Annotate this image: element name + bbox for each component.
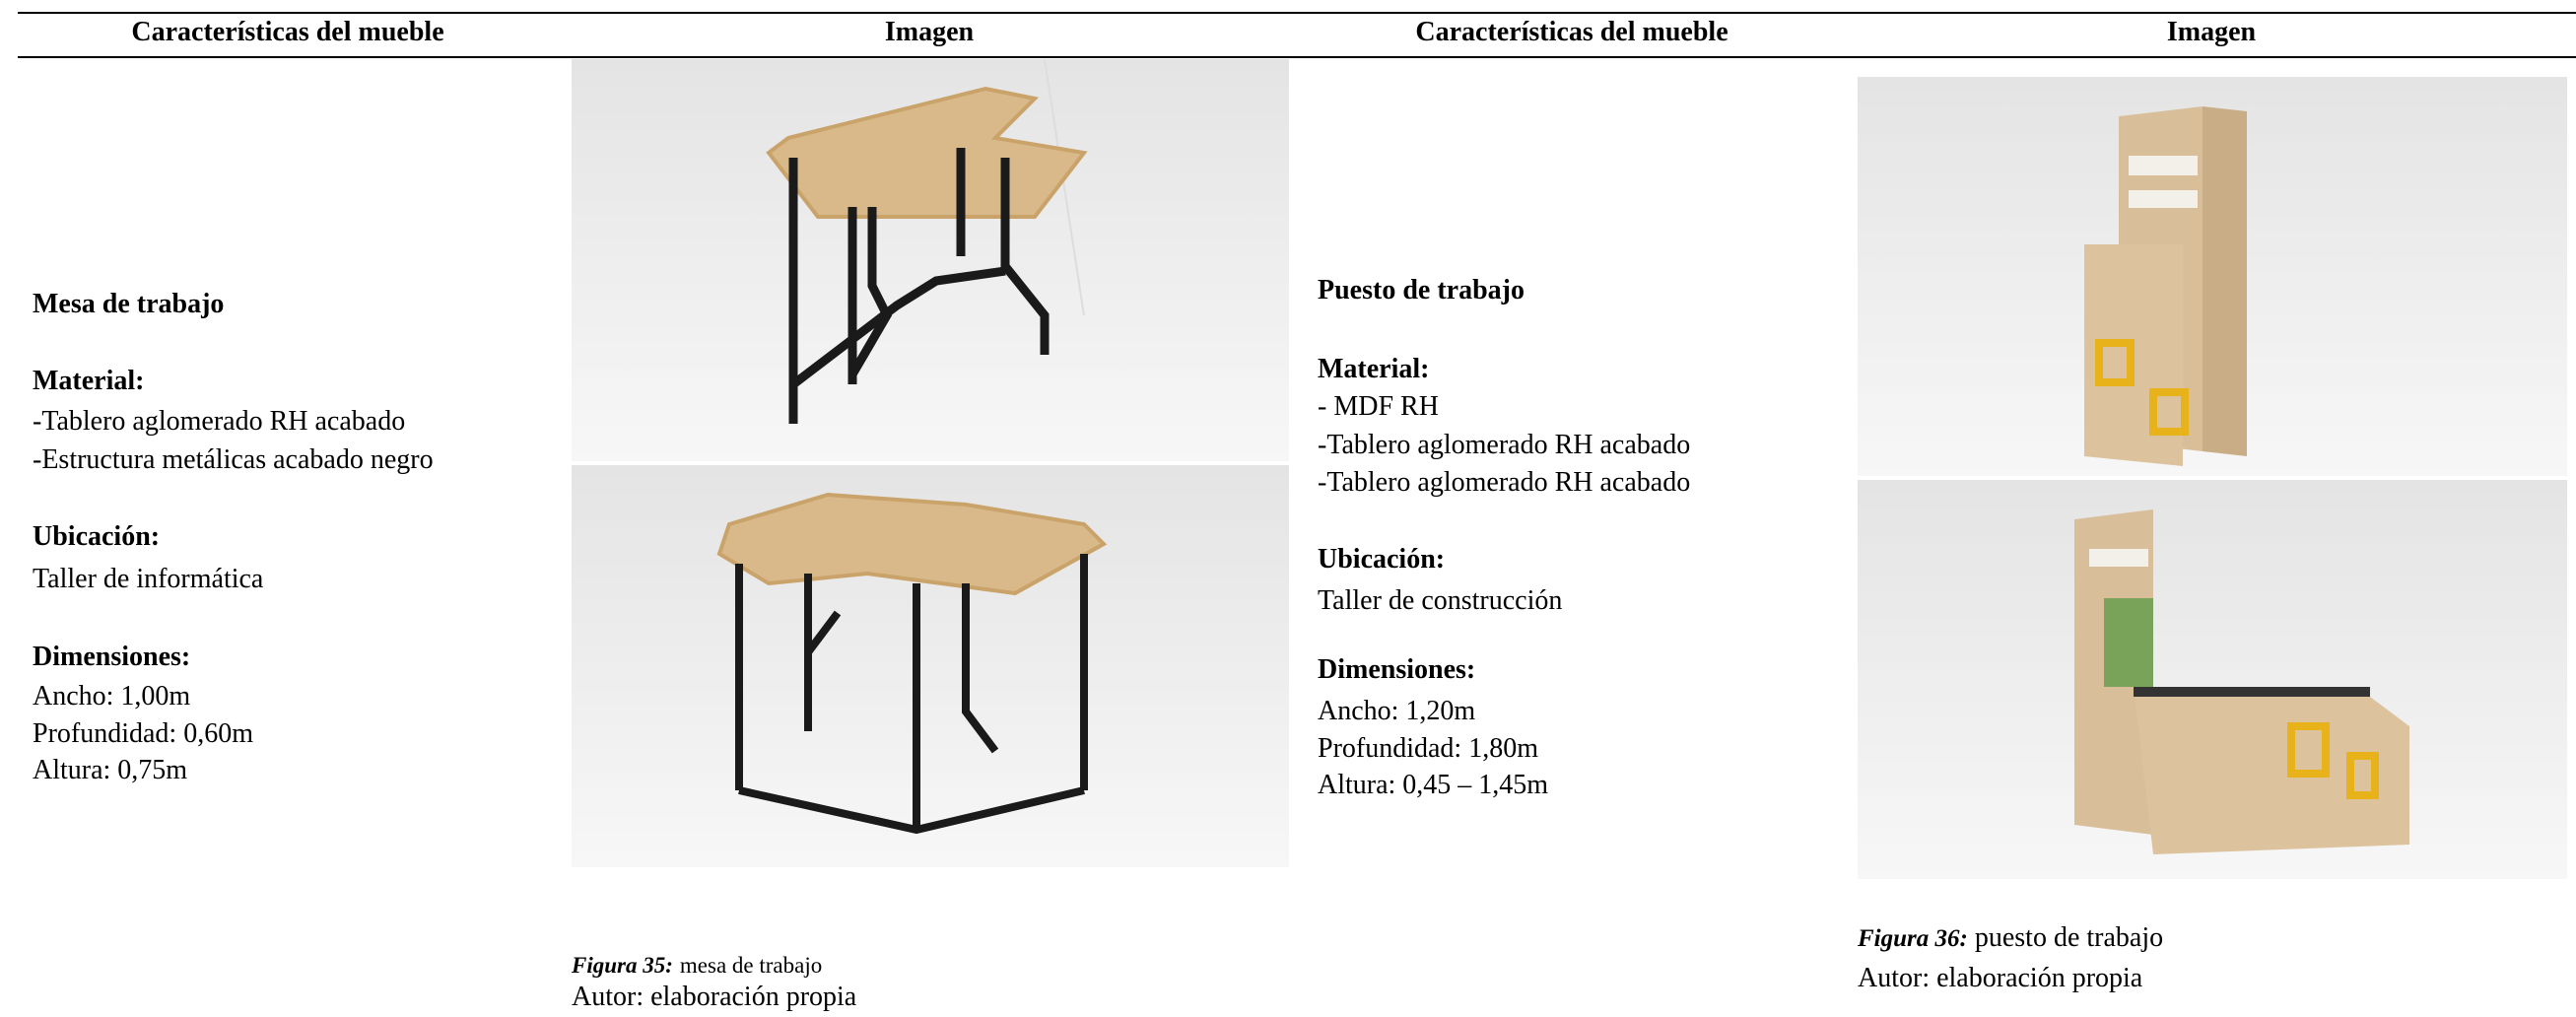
header: Características del mueble: [131, 17, 444, 47]
rule: [18, 12, 2576, 14]
label: Material:: [33, 366, 145, 396]
image: [572, 465, 1289, 867]
figure-label: Figura 35:: [572, 953, 673, 978]
text: Profundidad: 0,60m: [33, 718, 253, 749]
text: Profundidad: 1,80m: [1318, 733, 1538, 764]
caption: Figura 36: puesto de trabajo: [1858, 921, 2163, 956]
caption: Figura 35: mesa de trabajo: [572, 948, 822, 983]
image: [572, 59, 1289, 461]
rule: [18, 56, 2576, 58]
label: Ubicación:: [33, 521, 161, 552]
text: -Tablero aglomerado RH acabado: [1318, 430, 1691, 460]
label: Material:: [1318, 354, 1430, 384]
image: [1858, 480, 2567, 879]
author: Autor: elaboración propia: [1858, 963, 2143, 993]
text: Ancho: 1,00m: [33, 681, 191, 712]
label: Dimensiones:: [33, 642, 191, 672]
label: Ubicación:: [1318, 544, 1446, 575]
text: -Estructura metálicas acabado negro: [33, 444, 434, 475]
text: Altura: 0,75m: [33, 755, 188, 785]
text: -Tablero aglomerado RH acabado: [1318, 467, 1691, 498]
image: [1858, 77, 2567, 476]
item-name: Mesa de trabajo: [33, 289, 225, 319]
header: Imagen: [884, 17, 975, 47]
text: Altura: 0,45 – 1,45m: [1318, 770, 1549, 800]
author: Autor: elaboración propia: [572, 982, 857, 1012]
text: Taller de construcción: [1318, 585, 1563, 616]
label: Dimensiones:: [1318, 654, 1476, 685]
text: - MDF RH: [1318, 391, 1439, 422]
item-name: Puesto de trabajo: [1318, 275, 1525, 305]
text: -Tablero aglomerado RH acabado: [33, 406, 406, 437]
text: Taller de informática: [33, 564, 264, 594]
figure-label: Figura 36:: [1858, 925, 1968, 952]
figure-text: puesto de trabajo: [1974, 922, 2164, 953]
text: Ancho: 1,20m: [1318, 696, 1476, 726]
header: Imagen: [2166, 17, 2257, 47]
figure-text: mesa de trabajo: [679, 953, 823, 978]
header: Características del mueble: [1415, 17, 1729, 47]
